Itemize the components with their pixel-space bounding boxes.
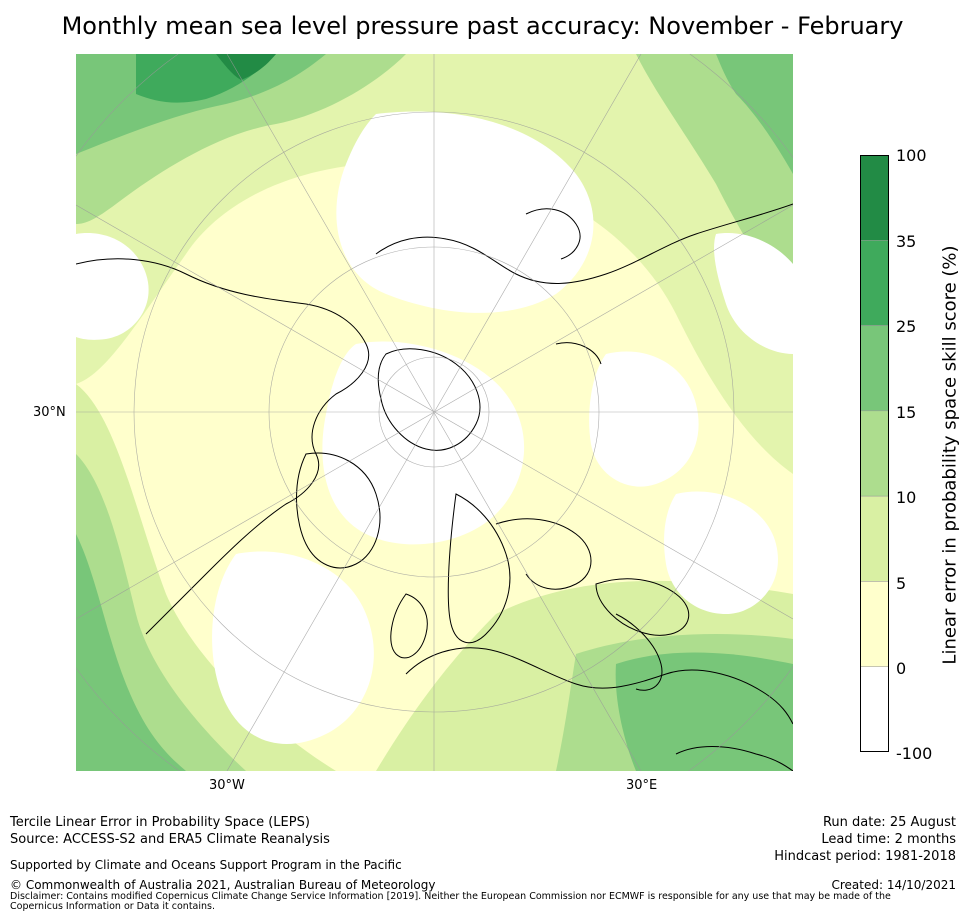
source-text: Source: ACCESS-S2 and ERA5 Climate Reana… <box>10 832 330 847</box>
colorbar-swatch <box>860 495 889 582</box>
run-date: Run date: 25 August <box>822 815 956 830</box>
skill-band-15-25-southeast <box>615 652 793 771</box>
support-text: Supported by Climate and Oceans Support … <box>10 858 402 872</box>
skill-band-low-arctic <box>336 111 594 313</box>
method-text: Tercile Linear Error in Probability Spac… <box>10 815 310 830</box>
skill-band-low-central-asia <box>664 491 778 614</box>
colorbar-tick-label: 0 <box>896 659 907 678</box>
colorbar-tick-label: 10 <box>896 488 917 507</box>
colorbar-swatch <box>860 155 889 241</box>
colorbar-tick-label: -100 <box>896 744 933 763</box>
lead-time: Lead time: 2 months <box>821 832 956 847</box>
colorbar-swatch <box>860 240 889 326</box>
colorbar-tick-label: 5 <box>896 574 907 593</box>
coastlines <box>76 203 793 771</box>
colorbar-tick-label: 25 <box>896 317 917 336</box>
polar-map <box>76 54 793 771</box>
colorbar-tick-label: 15 <box>896 403 917 422</box>
longitude-label-east: 30°E <box>626 778 658 793</box>
longitude-label-west: 30°W <box>209 778 245 793</box>
colorbar <box>860 155 889 752</box>
skill-band-low-atlantic <box>212 551 374 744</box>
disclaimer-text: Disclaimer: Contains modified Copernicus… <box>10 891 891 912</box>
colorbar-swatch <box>860 581 889 667</box>
colorbar-swatch <box>860 325 889 412</box>
latitude-label: 30°N <box>33 405 66 420</box>
hindcast-period: Hindcast period: 1981-2018 <box>774 849 956 864</box>
colorbar-border <box>860 155 889 752</box>
created-date: Created: 14/10/2021 <box>831 878 956 892</box>
skill-band-15-25-northeast <box>716 54 793 174</box>
colorbar-label: Linear error in probability space skill … <box>939 245 961 665</box>
skill-band-low-pole <box>322 341 525 545</box>
skill-band-15-25-southwest <box>76 534 186 771</box>
colorbar-tick-label: 35 <box>896 232 917 251</box>
skill-band-low-siberia <box>589 351 699 487</box>
skill-band-low-east <box>714 233 793 354</box>
skill-band-5-10 <box>76 54 793 474</box>
copyright-text: © Commonwealth of Australia 2021, Austra… <box>10 878 436 892</box>
graticule <box>76 54 793 771</box>
colorbar-swatch <box>860 666 889 752</box>
colorbar-swatch <box>860 410 889 497</box>
map-title: Monthly mean sea level pressure past acc… <box>61 12 904 40</box>
colorbar-tick-label: 100 <box>896 146 927 165</box>
